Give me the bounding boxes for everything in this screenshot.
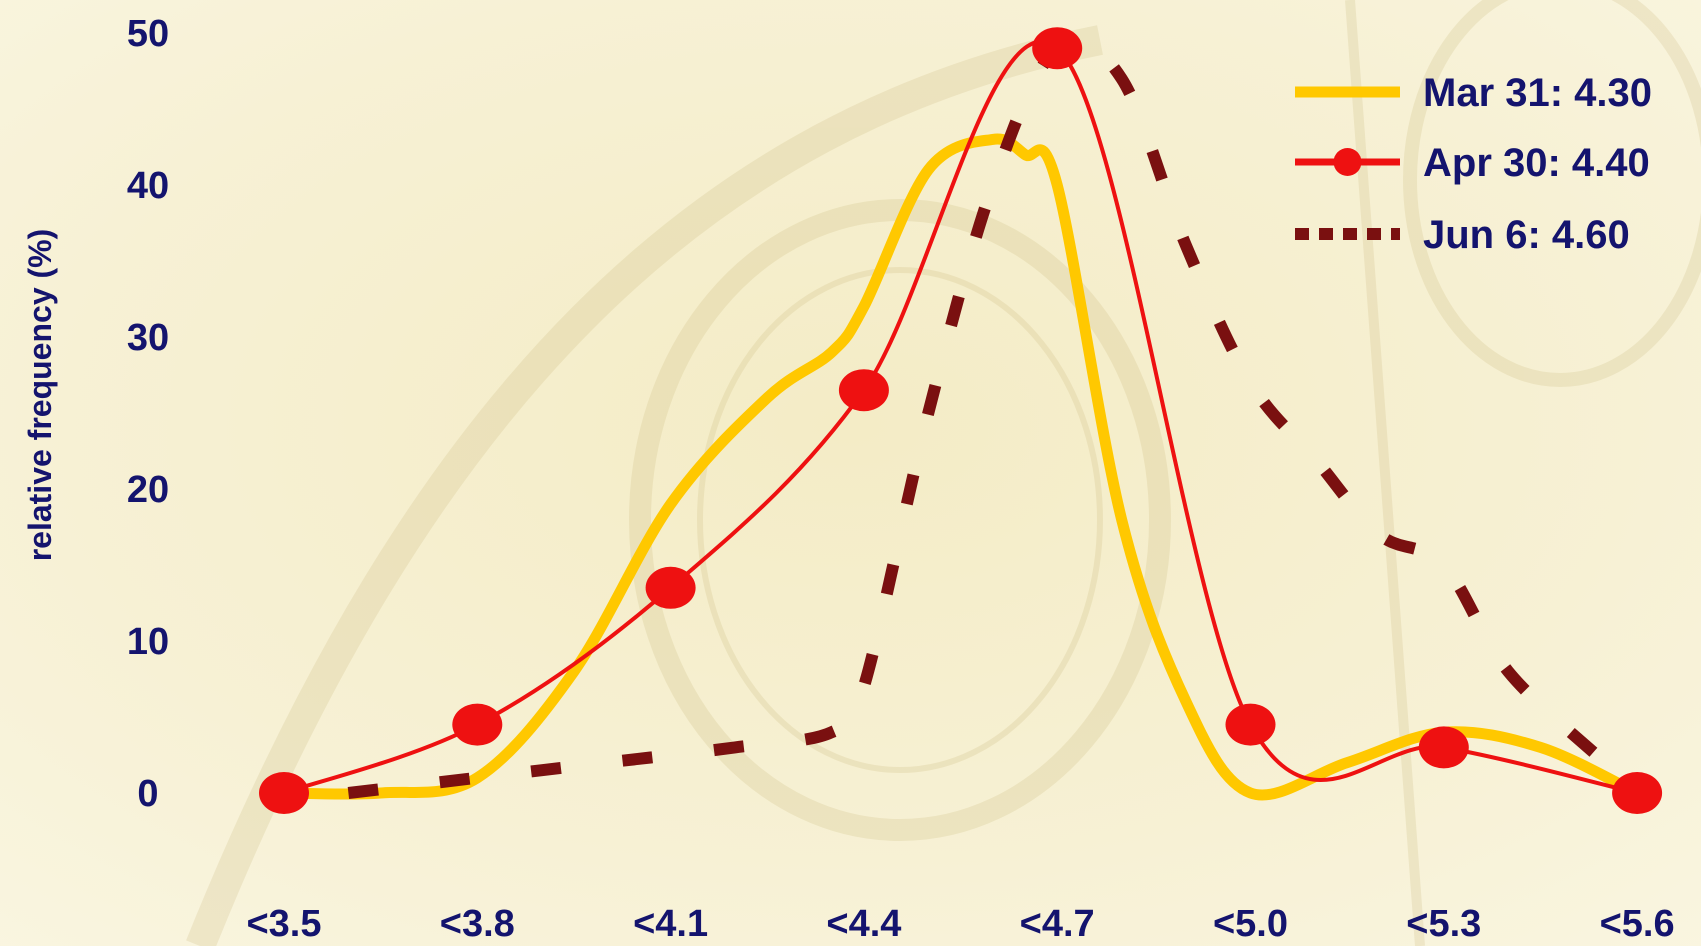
data-point bbox=[259, 772, 309, 814]
y-tick-label: 20 bbox=[127, 469, 169, 511]
x-tick-label: <3.5 bbox=[246, 903, 321, 945]
x-tick-label: <5.0 bbox=[1213, 903, 1288, 945]
y-tick-label: 30 bbox=[127, 317, 169, 359]
x-tick-label: <4.1 bbox=[633, 903, 708, 945]
y-tick-label: 40 bbox=[127, 165, 169, 207]
data-point bbox=[1225, 703, 1276, 746]
data-point bbox=[645, 566, 696, 609]
y-tick-label: 50 bbox=[127, 13, 169, 55]
data-point bbox=[1612, 772, 1663, 814]
y-tick-labels: 0 10 20 30 40 50 bbox=[127, 13, 169, 815]
legend-item: Apr 30: 4.40 bbox=[1295, 141, 1650, 185]
legend-label: Apr 30: 4.40 bbox=[1423, 141, 1650, 185]
legend-item: Jun 6: 4.60 bbox=[1295, 213, 1630, 257]
legend-item: Mar 31: 4.30 bbox=[1295, 71, 1652, 115]
legend: Mar 31: 4.30 Apr 30: 4.40 Jun 6: 4.60 bbox=[1295, 71, 1652, 257]
x-tick-label: <3.8 bbox=[440, 903, 515, 945]
series-1 bbox=[278, 133, 1643, 801]
y-tick-label: 0 bbox=[137, 773, 158, 815]
legend-label: Jun 6: 4.60 bbox=[1423, 213, 1630, 257]
data-point bbox=[452, 703, 503, 746]
legend-label: Mar 31: 4.30 bbox=[1423, 71, 1652, 115]
legend-marker bbox=[1333, 148, 1362, 176]
series-2 bbox=[259, 27, 1663, 814]
x-tick-label: <5.3 bbox=[1406, 903, 1481, 945]
x-tick-label: <5.6 bbox=[1600, 903, 1675, 945]
x-tick-labels: <3.5 <3.8 <4.1 <4.4 <4.7 <5.0 <5.3 <5.6 bbox=[246, 903, 1674, 945]
y-tick-label: 10 bbox=[127, 621, 169, 663]
series-line bbox=[283, 39, 1638, 795]
x-tick-label: <4.4 bbox=[826, 903, 901, 945]
series-line bbox=[278, 133, 1643, 801]
series-layer bbox=[259, 27, 1663, 814]
data-point bbox=[1418, 726, 1469, 769]
data-point bbox=[838, 369, 889, 412]
background-decoration bbox=[186, 0, 1701, 946]
data-point bbox=[1032, 27, 1083, 70]
y-axis-label: relative frequency (%) bbox=[22, 229, 58, 562]
x-tick-label: <4.7 bbox=[1020, 903, 1095, 945]
